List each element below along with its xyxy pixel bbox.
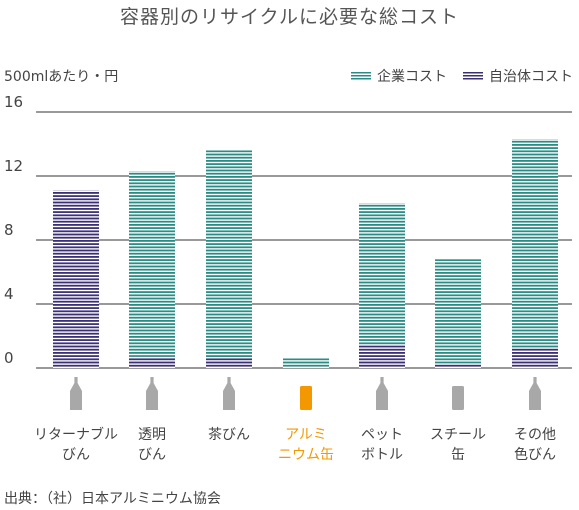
bottle-icon-0 — [70, 377, 82, 410]
bar-municipal-2 — [206, 358, 252, 368]
category-label-1-1: びん — [138, 447, 166, 463]
category-label-5-1: 缶 — [451, 447, 465, 463]
bar-municipal-1 — [129, 356, 175, 368]
bar-enterprise-6 — [512, 139, 558, 348]
bar-municipal-4 — [359, 345, 405, 368]
category-label-0-1: びん — [62, 447, 90, 463]
y-axis-unit-label: 500mlあたり・円 — [4, 69, 119, 85]
bottle-icon-6 — [529, 377, 541, 410]
bar-enterprise-1 — [129, 171, 175, 357]
category-label-1-0: 透明 — [138, 427, 166, 443]
can-icon-3 — [300, 386, 312, 410]
category-label-3-1: ニウム缶 — [278, 447, 334, 463]
bottle-icon-1 — [146, 377, 158, 410]
legend-swatch-enterprise — [351, 72, 371, 80]
can-icon-5 — [452, 386, 464, 410]
y-tick-label-0: 0 — [4, 349, 14, 367]
category-label-2-0: 茶びん — [208, 427, 250, 443]
category-label-3-0: アルミ — [285, 427, 327, 443]
bar-municipal-0 — [53, 190, 99, 368]
bottle-icon-4 — [376, 377, 388, 410]
category-label-4-0: ペット — [361, 427, 403, 443]
source-note: 出典：（社）日本アルミニウム協会 — [4, 491, 221, 507]
chart-title: 容器別のリサイクルに必要な総コスト — [119, 6, 460, 28]
category-label-6-1: 色びん — [514, 446, 556, 463]
legend-swatch-municipal — [463, 72, 483, 80]
bar-enterprise-4 — [359, 203, 405, 346]
bar-municipal-6 — [512, 347, 558, 368]
y-tick-label-4: 4 — [4, 285, 14, 303]
y-tick-label-16: 16 — [4, 93, 23, 111]
category-label-0-0: リターナブル — [34, 426, 118, 443]
legend: 企業コスト 自治体コスト — [351, 66, 573, 86]
bar-enterprise-2 — [206, 150, 252, 359]
y-tick-label-12: 12 — [4, 157, 23, 175]
category-label-4-1: ボトル — [361, 447, 403, 463]
bar-enterprise-3 — [283, 358, 329, 368]
category-label-6-0: その他 — [514, 427, 556, 443]
legend-label-enterprise: 企業コスト — [377, 69, 447, 85]
legend-label-municipal: 自治体コスト — [489, 69, 573, 85]
bar-enterprise-5 — [435, 259, 481, 364]
y-tick-label-8: 8 — [4, 221, 14, 239]
category-label-5-0: スチール — [430, 427, 486, 443]
bar-municipal-5 — [435, 363, 481, 368]
bottle-icon-2 — [223, 377, 235, 410]
